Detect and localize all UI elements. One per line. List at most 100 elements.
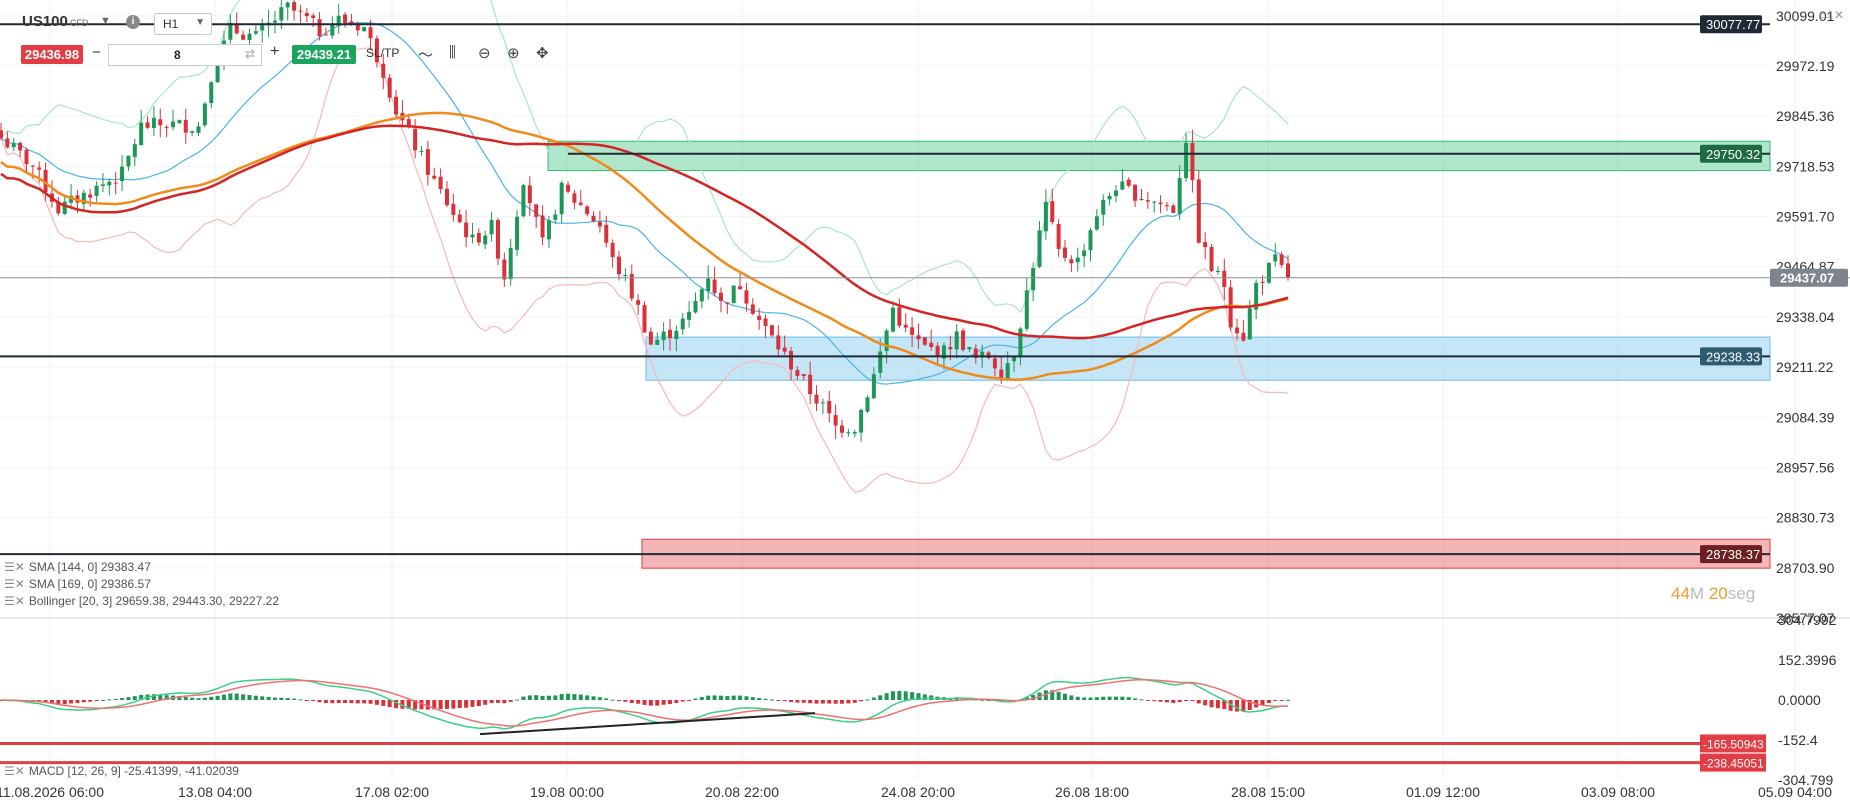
legend-sma144[interactable]: ☰✕ SMA [144, 0] 29383.47 xyxy=(4,560,151,574)
price-tag xyxy=(1700,347,1762,366)
macd-histogram-bar xyxy=(381,700,386,706)
candle xyxy=(1075,257,1080,263)
price-tick-label: 29591.70 xyxy=(1776,209,1835,225)
close-icon: ☰✕ xyxy=(4,577,25,591)
macd-histogram-bar xyxy=(1113,696,1118,701)
macd-histogram-bar xyxy=(69,700,74,704)
candle xyxy=(451,203,456,215)
candle xyxy=(661,331,666,341)
candle xyxy=(1101,199,1106,215)
candle xyxy=(438,176,443,190)
candle xyxy=(648,331,653,345)
price-axis: 30099.01 29972.19 29845.36 29718.53 29591.70… xyxy=(1700,8,1848,626)
increase-button[interactable]: + xyxy=(270,43,280,60)
chevron-down-icon[interactable]: ▼ xyxy=(100,15,111,27)
macd-histogram-bar xyxy=(304,700,309,701)
macd-histogram-bar xyxy=(763,698,768,701)
candle xyxy=(349,21,354,25)
macd-histogram-bar xyxy=(113,698,118,700)
macd-histogram-bar xyxy=(999,700,1004,702)
macd-histogram-bar xyxy=(1107,696,1112,700)
candle xyxy=(234,24,239,34)
candle xyxy=(559,182,564,215)
buy-button[interactable]: 29439.21 xyxy=(292,45,356,64)
decrease-button[interactable]: − xyxy=(92,44,101,61)
candles-icon[interactable]: ⫼ xyxy=(449,44,456,61)
candle xyxy=(725,302,730,304)
price-tag-label: 29437.07 xyxy=(1780,271,1834,286)
candle xyxy=(1177,178,1182,214)
candle xyxy=(196,126,201,133)
candle xyxy=(158,119,163,126)
price-tag-label: 28738.37 xyxy=(1706,547,1760,562)
candle xyxy=(1203,242,1208,248)
macd-histogram-bar xyxy=(1222,700,1227,710)
macd-histogram-bar xyxy=(585,695,590,700)
candle xyxy=(241,34,246,40)
zoom-in-icon[interactable]: ⊕ xyxy=(507,45,520,62)
timeframe-select[interactable]: H1 ▼ xyxy=(154,13,212,35)
candle xyxy=(253,31,258,34)
macd-histogram-bar xyxy=(368,700,373,704)
sell-button[interactable]: 29436.98 xyxy=(21,45,83,64)
close-icon: ☰✕ xyxy=(4,764,25,778)
candle xyxy=(515,216,520,250)
macd-histogram-bar xyxy=(1241,700,1246,712)
macd-histogram-bar xyxy=(94,700,99,701)
macd-histogram-bar xyxy=(1171,700,1176,704)
legend-bollinger[interactable]: ☰✕ Bollinger [20, 3] 29659.38, 29443.30, … xyxy=(4,594,280,608)
info-icon[interactable]: i xyxy=(126,15,140,29)
candle xyxy=(1094,216,1099,230)
horizontal-lines[interactable] xyxy=(0,23,1850,556)
candle xyxy=(527,185,532,204)
macd-histogram-bar xyxy=(534,695,539,700)
macd-histogram-bar xyxy=(349,700,354,704)
macd-histogram-bar xyxy=(572,694,577,701)
macd-histogram-bar xyxy=(1120,696,1125,701)
candle xyxy=(1113,190,1118,197)
candle xyxy=(980,351,985,358)
candle xyxy=(935,345,940,358)
macd-histogram-bar xyxy=(164,695,169,700)
macd-level-label: -165.50943 xyxy=(1703,737,1764,751)
candle xyxy=(489,219,494,235)
macd-histogram-bar xyxy=(661,700,666,705)
candle xyxy=(763,318,768,327)
legend-macd[interactable]: ☰✕ MACD [12, 26, 9] -25.41399, -41.02039 xyxy=(4,764,239,778)
macd-histogram-bar xyxy=(1101,696,1106,701)
macd-histogram-bar xyxy=(808,700,813,704)
macd-histogram-bar xyxy=(483,700,488,705)
macd-histogram-bar xyxy=(317,700,322,703)
candle xyxy=(317,19,322,37)
candle xyxy=(986,352,991,358)
macd-histogram-bar xyxy=(311,700,316,702)
swap-icon: ⇄ xyxy=(244,47,255,61)
candle xyxy=(833,415,838,426)
candle xyxy=(667,329,672,339)
candle xyxy=(228,22,233,40)
macd-histogram-bar xyxy=(1203,700,1208,706)
macd-histogram-bar xyxy=(330,700,335,704)
macd-histogram-bar xyxy=(782,700,787,702)
legend-sma169[interactable]: ☰✕ SMA [169, 0] 29386.57 xyxy=(4,577,151,591)
macd-histogram-bar xyxy=(757,698,762,701)
zoom-out-icon[interactable]: ⊖ xyxy=(478,45,491,62)
move-icon[interactable]: ✥ xyxy=(536,45,549,62)
macd-histogram-bar xyxy=(75,700,80,704)
candle xyxy=(37,167,42,170)
line-chart-icon[interactable]: 〜 xyxy=(418,47,434,64)
sltp-button[interactable]: SL/TP xyxy=(366,46,400,60)
window-controls[interactable]: ▭ ✕ xyxy=(1819,8,1844,22)
macd-histogram-bar xyxy=(374,700,379,705)
quantity-input[interactable]: 8 ⇄ xyxy=(108,44,262,66)
macd-histogram-bar xyxy=(871,697,876,701)
price-tick-label: 29084.39 xyxy=(1776,409,1835,425)
symbol-label[interactable]: US100 xyxy=(22,13,68,30)
candle xyxy=(992,358,997,369)
macd-histogram-bar xyxy=(1196,700,1201,704)
price-tag-label: 30077.77 xyxy=(1706,17,1760,32)
candle xyxy=(1158,202,1163,205)
macd-line xyxy=(0,676,1289,730)
candle xyxy=(642,305,647,333)
